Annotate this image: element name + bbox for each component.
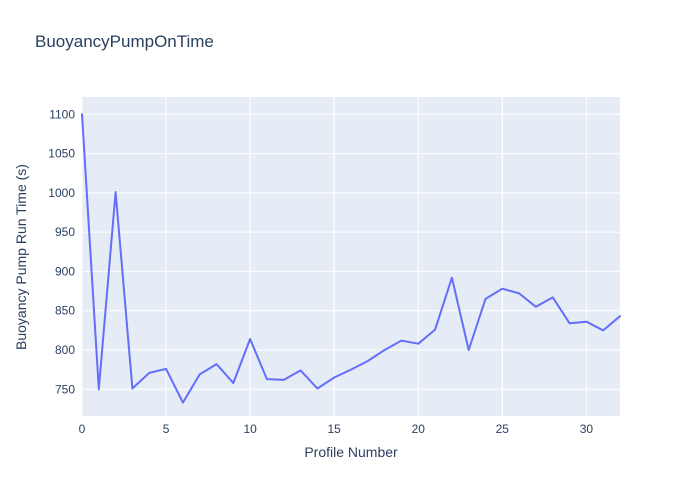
y-axis-title: Buoyancy Pump Run Time (s) [13, 164, 29, 350]
x-tick-label: 20 [412, 422, 426, 436]
y-tick-label: 850 [55, 304, 75, 318]
y-tick-label: 900 [55, 264, 75, 278]
y-tick-label: 1050 [48, 147, 75, 161]
x-axis-title: Profile Number [304, 444, 398, 460]
y-tick-label: 1000 [48, 186, 75, 200]
y-tick-label: 1100 [49, 107, 75, 121]
x-tick-label: 25 [496, 422, 510, 436]
y-tick-label: 750 [55, 382, 75, 396]
x-tick-label: 15 [328, 422, 342, 436]
x-tick-label: 10 [243, 422, 257, 436]
x-tick-label: 5 [163, 422, 170, 436]
y-tick-label: 950 [55, 225, 75, 239]
data-line [81, 113, 621, 404]
chart-title: BuoyancyPumpOnTime [35, 32, 214, 51]
x-tick-label: 0 [79, 422, 86, 436]
y-tick-label: 800 [55, 343, 75, 357]
x-tick-label: 30 [580, 422, 594, 436]
plot-background [82, 97, 620, 416]
